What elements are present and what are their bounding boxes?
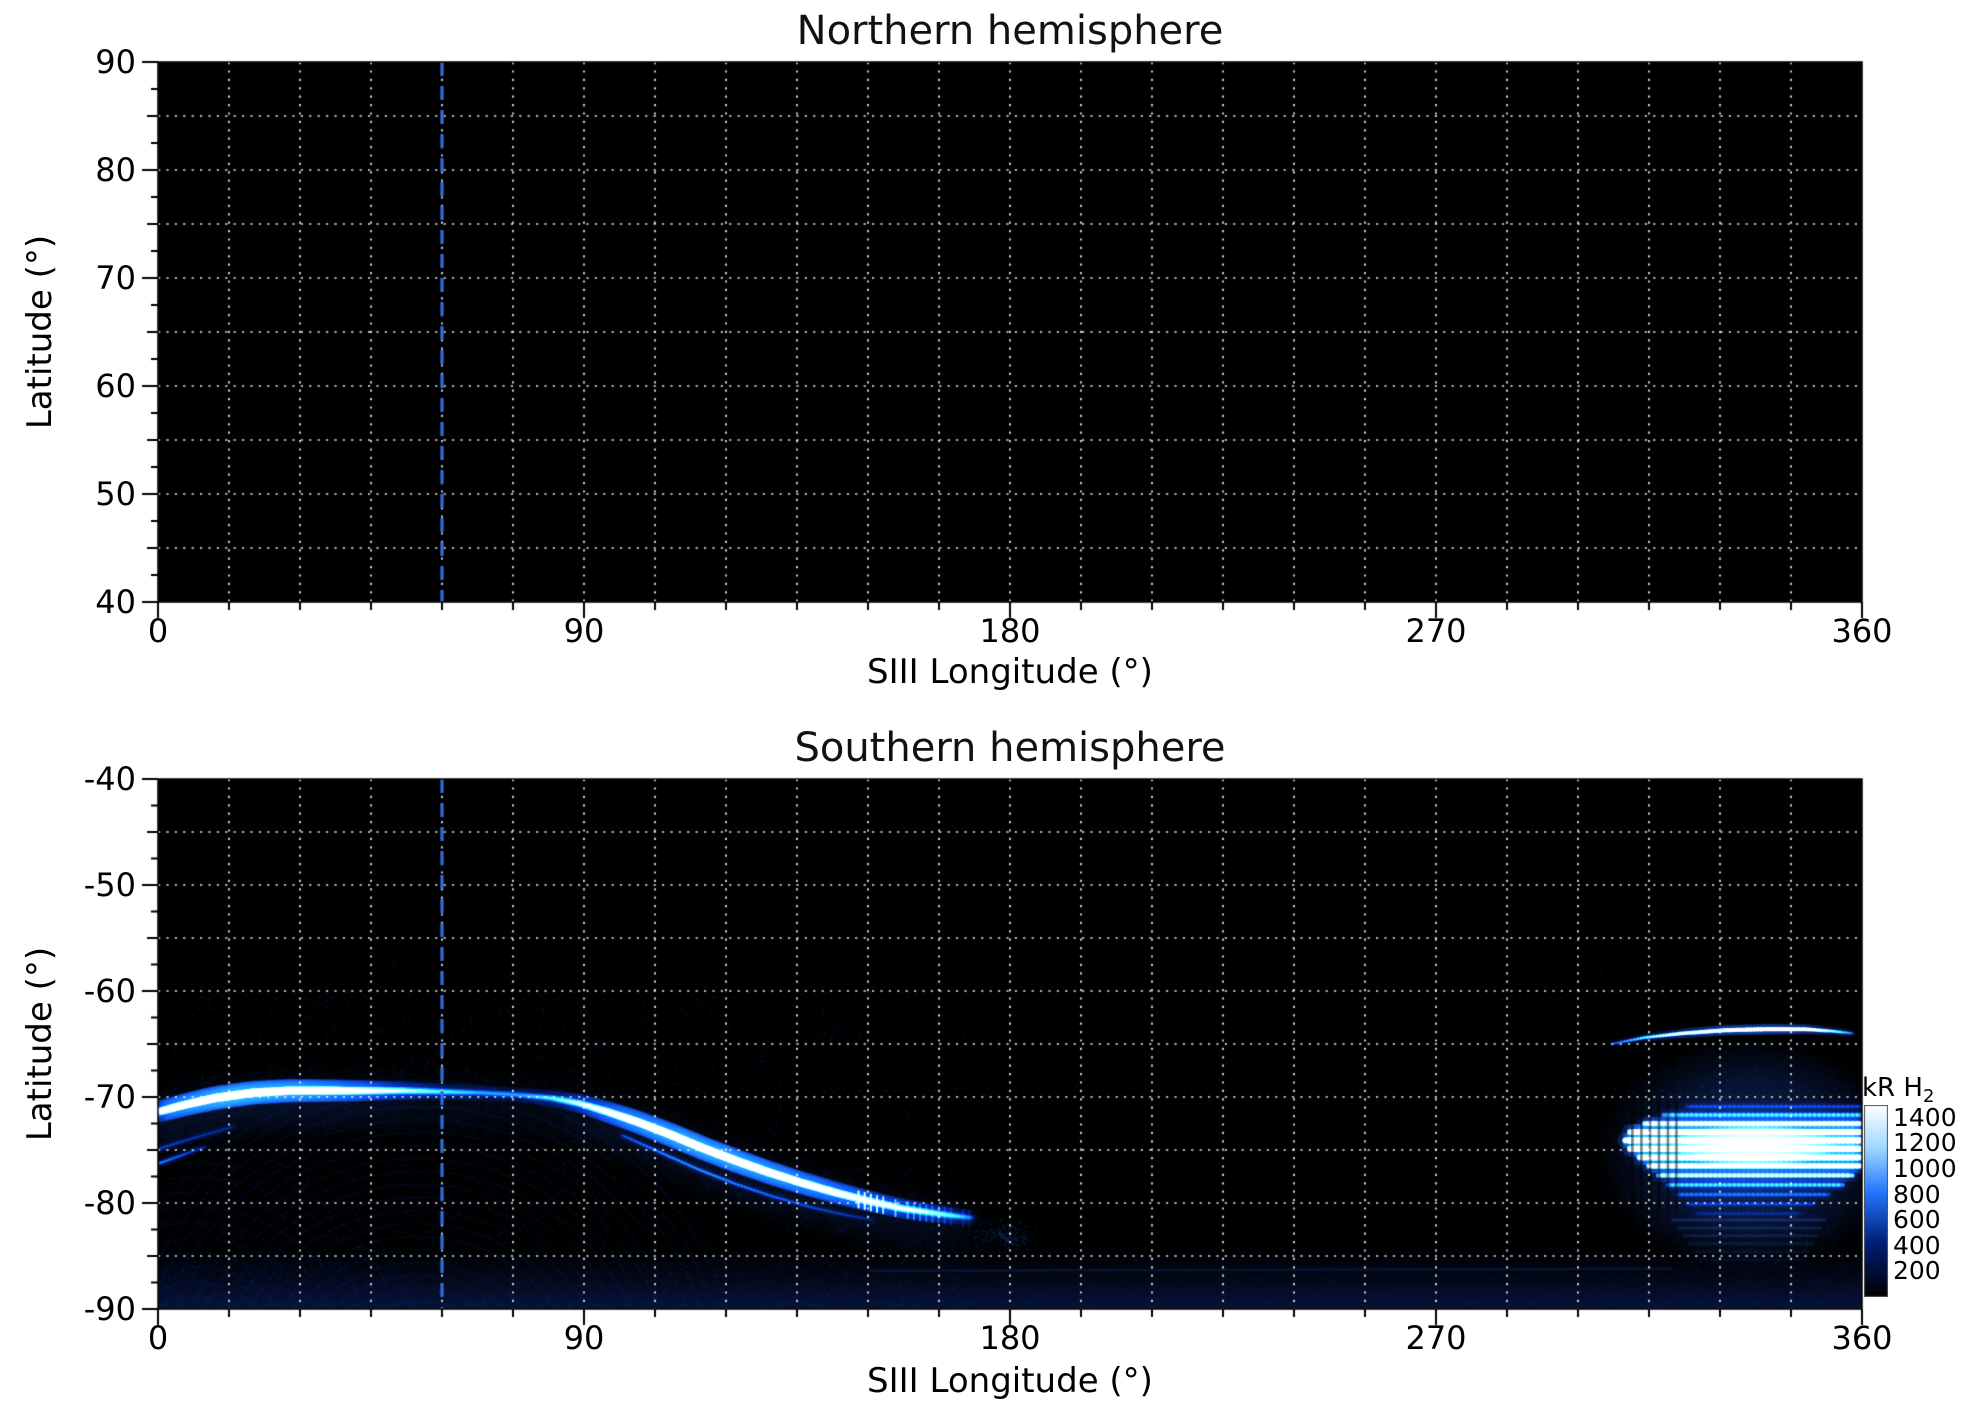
colorbar-tick-label: 1200 xyxy=(1893,1128,1957,1158)
colorbar-title: kR H2 xyxy=(1862,1073,1934,1107)
colorbar-tick-label: 200 xyxy=(1893,1256,1941,1286)
y-tick-label: 40 xyxy=(95,583,136,621)
colorbar xyxy=(1864,1105,1888,1297)
y-tick-label: -40 xyxy=(83,760,136,798)
south-heatmap-canvas xyxy=(0,723,1983,1423)
colorbar-tick-label: 600 xyxy=(1893,1205,1941,1235)
y-tick-label: 80 xyxy=(95,151,136,189)
colorbar-tick-label: 400 xyxy=(1893,1230,1941,1260)
x-tick-label: 360 xyxy=(1831,1319,1893,1357)
x-tick-label: 180 xyxy=(979,612,1041,650)
colorbar-unit-text: kR H xyxy=(1862,1073,1923,1103)
x-tick-label: 270 xyxy=(1405,1319,1467,1357)
panel-southern-hemisphere: Southern hemisphere Latitude (°) SIII Lo… xyxy=(0,723,1983,1423)
y-tick-label: 60 xyxy=(95,367,136,405)
y-tick-label: 50 xyxy=(95,475,136,513)
colorbar-tick-label: 1000 xyxy=(1893,1154,1957,1183)
north-x-axis-label: SIII Longitude (°) xyxy=(867,652,1153,692)
south-x-axis-label: SIII Longitude (°) xyxy=(867,1361,1153,1401)
x-tick-label: 0 xyxy=(147,1319,169,1357)
x-tick-label: 180 xyxy=(979,1319,1041,1357)
x-tick-label: 270 xyxy=(1405,612,1467,650)
colorbar-tick-label: 800 xyxy=(1893,1179,1941,1209)
north-panel-title: Northern hemisphere xyxy=(796,8,1224,54)
y-tick-label: -80 xyxy=(83,1184,136,1222)
y-tick-label: -50 xyxy=(83,866,136,904)
colorbar-tick-label: 1400 xyxy=(1893,1102,1957,1132)
y-tick-label: -70 xyxy=(83,1078,136,1116)
y-tick-label: -60 xyxy=(83,972,136,1010)
south-panel-title: Southern hemisphere xyxy=(794,725,1226,771)
y-tick-label: 90 xyxy=(95,43,136,81)
panel-northern-hemisphere: Northern hemisphere Latitude (°) SIII Lo… xyxy=(0,0,1983,723)
x-tick-label: 90 xyxy=(563,1319,605,1357)
x-tick-label: 0 xyxy=(147,612,169,650)
y-tick-label: -90 xyxy=(83,1290,136,1328)
x-tick-label: 360 xyxy=(1831,612,1893,650)
colorbar-unit-subscript: 2 xyxy=(1922,1086,1935,1108)
x-tick-label: 90 xyxy=(563,612,605,650)
y-tick-label: 70 xyxy=(95,259,136,297)
north-heatmap-canvas xyxy=(0,0,1983,723)
